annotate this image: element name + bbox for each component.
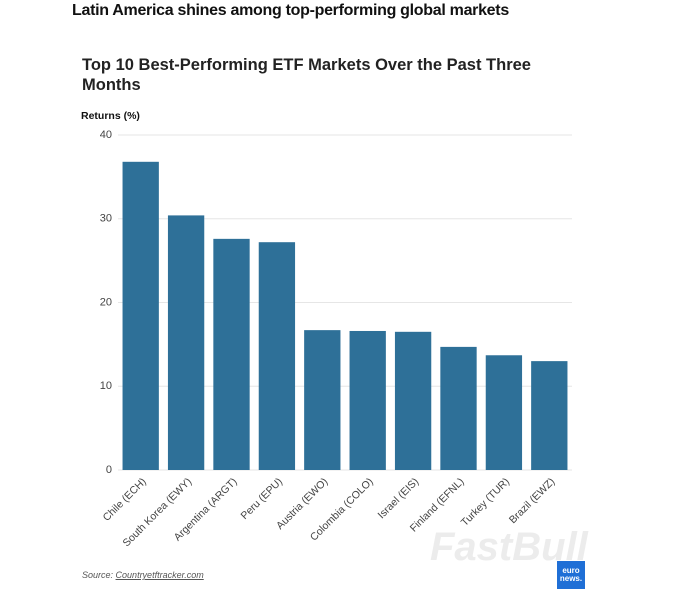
x-tick-label: Turkey (TUR) — [459, 476, 512, 529]
y-axis-label: Returns (%) — [81, 110, 140, 122]
bar — [122, 161, 159, 471]
logo: euro news. — [557, 561, 585, 589]
y-tick-label: 10 — [100, 380, 112, 392]
x-tick-label: Chile (ECH) — [101, 476, 149, 524]
bar — [213, 238, 250, 470]
source-link[interactable]: Countryetftracker.com — [115, 570, 204, 580]
source: Source: Countryetftracker.com — [82, 570, 204, 580]
bar — [394, 331, 432, 470]
x-tick-label: Peru (EPU) — [239, 476, 285, 522]
y-tick-label: 30 — [100, 213, 112, 225]
headline: Latin America shines among top-performin… — [72, 2, 509, 19]
bar — [258, 242, 296, 470]
y-tick-label: 20 — [100, 296, 112, 308]
bar — [531, 361, 568, 470]
y-tick-label: 0 — [106, 464, 112, 476]
bar — [167, 215, 205, 470]
chart-title: Top 10 Best-Performing ETF Markets Over … — [82, 56, 531, 94]
bar — [349, 330, 386, 470]
bar — [440, 346, 477, 470]
x-tick-label: Brazil (EWZ) — [507, 476, 558, 527]
y-tick-label: 40 — [100, 129, 112, 141]
x-tick-label: Israel (EIS) — [376, 476, 422, 522]
bar — [304, 330, 341, 470]
bar — [485, 355, 523, 470]
source-label: Source: — [82, 570, 114, 580]
